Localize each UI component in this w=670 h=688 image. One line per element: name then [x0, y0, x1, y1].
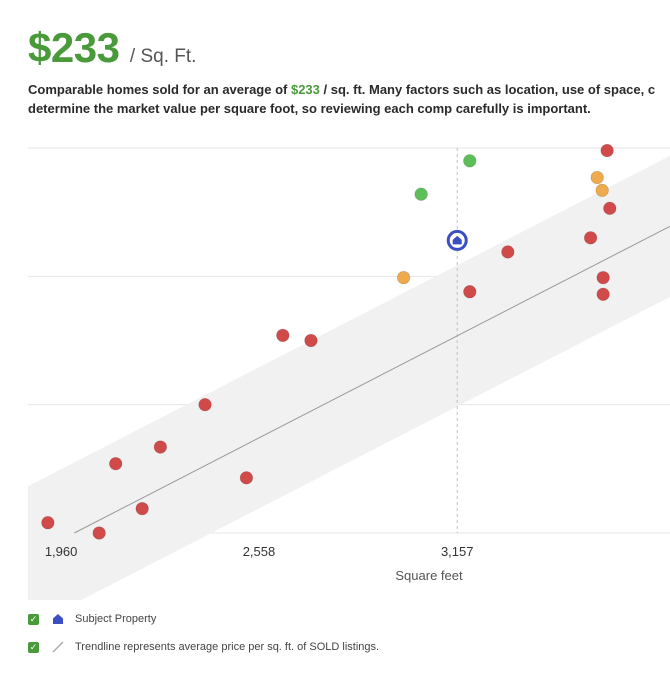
description-text-3: determine the market value per square fo… — [28, 101, 591, 116]
description-highlight: $233 — [290, 82, 320, 97]
x-tick-label: 3,157 — [441, 544, 474, 559]
price-headline: $233 / Sq. Ft. — [28, 24, 196, 72]
checkbox-trendline[interactable]: ✓ — [28, 641, 39, 653]
home-icon — [452, 235, 462, 245]
data-point-sold — [276, 328, 290, 343]
trend-band — [28, 155, 670, 600]
data-point-sold — [108, 457, 123, 471]
data-point-orange — [590, 170, 604, 185]
description: Comparable homes sold for an average of … — [28, 80, 670, 118]
description-text-1: Comparable homes sold for an average of — [28, 82, 291, 97]
legend-trendline: ✓ Trendline represents average price per… — [28, 640, 379, 654]
data-point-sold — [596, 270, 610, 285]
legend-subject-label: Subject Property — [75, 613, 157, 625]
scatter-chart: 1,960 2,558 3,157 Square feet — [28, 143, 670, 600]
x-tick-label: 2,558 — [243, 544, 276, 559]
legend-trendline-label: Trendline represents average price per s… — [75, 641, 380, 653]
data-point-sold — [198, 397, 212, 412]
data-point-sold — [501, 245, 515, 259]
x-axis-label: Square feet — [395, 568, 463, 583]
data-point-sold — [153, 440, 168, 454]
data-point-sold — [583, 231, 598, 245]
data-point-sold — [135, 501, 149, 516]
home-icon — [53, 614, 63, 624]
data-point-sold — [41, 516, 55, 530]
data-point-sold — [304, 333, 318, 348]
data-point-sold — [596, 287, 610, 302]
checkbox-subject[interactable]: ✓ — [28, 613, 39, 625]
data-point-sold — [603, 201, 617, 216]
data-point-green — [463, 154, 477, 168]
description-text-2: / sq. ft. Many factors such as location,… — [319, 82, 656, 97]
trendline — [74, 225, 670, 534]
legend-subject: ✓ Subject Property — [28, 612, 156, 626]
data-point-sold — [463, 285, 477, 299]
data-point-sold — [239, 471, 254, 485]
data-point-sold — [600, 143, 614, 158]
x-tick-label: 1,960 — [45, 544, 78, 559]
price-per-sqft: $233 — [28, 24, 120, 71]
data-point-orange — [595, 183, 609, 198]
data-point-sold — [92, 526, 106, 540]
data-point-green — [414, 187, 428, 201]
trendline-icon — [52, 641, 64, 653]
data-point-orange — [396, 270, 411, 285]
price-unit: / Sq. Ft. — [129, 46, 197, 67]
